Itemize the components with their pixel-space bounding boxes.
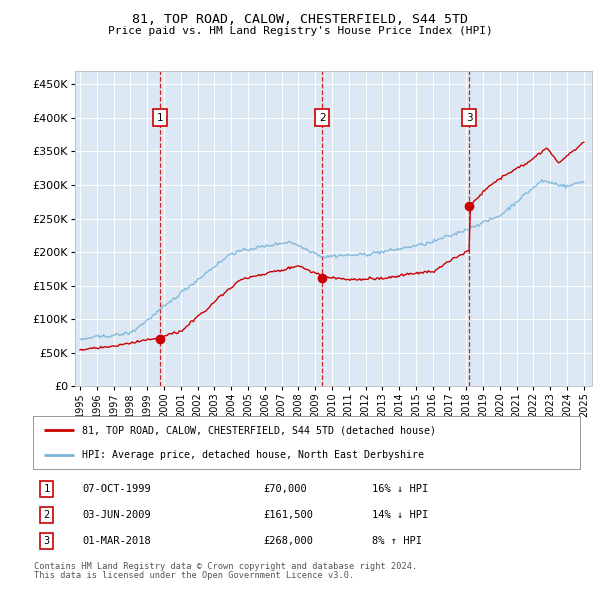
Text: 3: 3	[466, 113, 472, 123]
Text: 07-OCT-1999: 07-OCT-1999	[82, 484, 151, 494]
Text: £161,500: £161,500	[263, 510, 313, 520]
Text: HPI: Average price, detached house, North East Derbyshire: HPI: Average price, detached house, Nort…	[82, 450, 424, 460]
Text: 16% ↓ HPI: 16% ↓ HPI	[372, 484, 428, 494]
Text: 14% ↓ HPI: 14% ↓ HPI	[372, 510, 428, 520]
Text: 1: 1	[44, 484, 50, 494]
Text: 81, TOP ROAD, CALOW, CHESTERFIELD, S44 5TD: 81, TOP ROAD, CALOW, CHESTERFIELD, S44 5…	[132, 13, 468, 26]
Text: Price paid vs. HM Land Registry's House Price Index (HPI): Price paid vs. HM Land Registry's House …	[107, 26, 493, 36]
Text: 81, TOP ROAD, CALOW, CHESTERFIELD, S44 5TD (detached house): 81, TOP ROAD, CALOW, CHESTERFIELD, S44 5…	[82, 425, 436, 435]
Text: 3: 3	[44, 536, 50, 546]
Text: 03-JUN-2009: 03-JUN-2009	[82, 510, 151, 520]
Text: 01-MAR-2018: 01-MAR-2018	[82, 536, 151, 546]
Text: 8% ↑ HPI: 8% ↑ HPI	[372, 536, 422, 546]
Text: 2: 2	[44, 510, 50, 520]
Text: 2: 2	[319, 113, 325, 123]
Text: Contains HM Land Registry data © Crown copyright and database right 2024.: Contains HM Land Registry data © Crown c…	[34, 562, 418, 571]
Text: £70,000: £70,000	[263, 484, 307, 494]
Text: £268,000: £268,000	[263, 536, 313, 546]
Text: 1: 1	[157, 113, 163, 123]
Text: This data is licensed under the Open Government Licence v3.0.: This data is licensed under the Open Gov…	[34, 571, 355, 580]
